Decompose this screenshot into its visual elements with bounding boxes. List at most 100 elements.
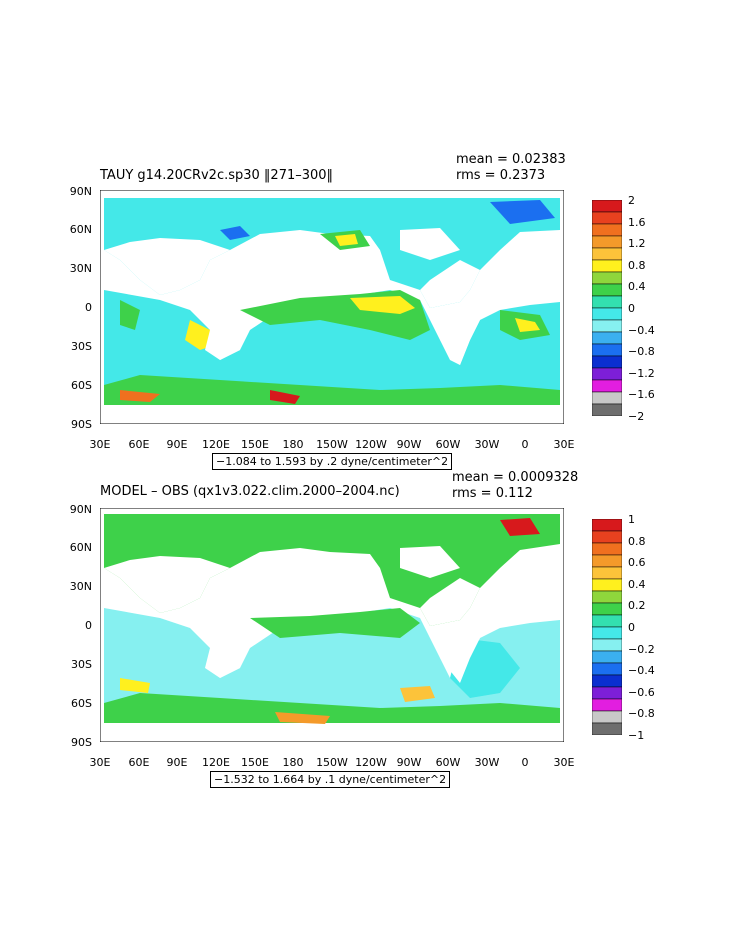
lat-label: 90S [71,736,92,749]
colorbar-label: −2 [628,410,645,423]
land-mask [104,228,480,365]
colorbar-swatch [592,283,622,297]
colorbar-swatch [592,235,622,249]
lon-label: 30E [553,438,575,451]
lat-label: 90S [71,418,92,431]
colorbar-label: −0.8 [628,345,655,359]
colorbar-swatch [592,259,622,273]
colorbar-label: 1 [628,513,635,526]
colorbar-label: 0.8 [628,534,646,548]
lat-label: 60N [69,541,92,554]
colorbar-swatch [592,662,622,676]
colorbar-swatch [592,343,622,357]
lon-label: 30E [89,756,111,769]
colorbar-label: 0.6 [628,556,646,570]
colorbar-label: −0.4 [628,323,655,337]
lon-label: 180 [282,438,304,451]
contour-range-label: −1.084 to 1.593 by .2 dyne/centimeter^2 [212,453,453,470]
colorbar-label: −0.8 [628,707,655,721]
colorbar-swatch [592,614,622,628]
colorbar-label: −1 [628,729,645,742]
contour-range-label: −1.532 to 1.664 by .1 dyne/centimeter^2 [210,771,451,788]
colorbar-label: 1.2 [628,237,646,251]
colorbar [592,519,622,735]
colorbar-swatch [592,542,622,556]
lat-label: 0 [85,301,92,314]
colorbar-label: 0.2 [628,599,646,613]
colorbar-swatch [592,686,622,700]
lat-label: 90N [69,503,92,516]
colorbar-label: 0.4 [628,280,646,294]
colorbar-label: −0.2 [628,642,655,656]
colorbar-swatch [592,223,622,237]
colorbar-swatch [592,590,622,604]
land-mask [104,546,480,683]
lon-label: 90W [396,756,422,769]
colorbar-swatch [592,355,622,369]
colorbar-label: 2 [628,194,635,207]
colorbar-swatch [592,626,622,640]
colorbar-swatch [592,710,622,724]
colorbar-label: 1.6 [628,215,646,229]
colorbar-swatch [592,247,622,261]
colorbar-swatch [592,307,622,321]
colorbar-swatch [592,638,622,652]
colorbar-swatch [592,554,622,568]
colorbar-swatch [592,578,622,592]
colorbar-swatch [592,403,622,416]
colorbar-swatch [592,295,622,309]
colorbar [592,200,622,416]
colorbar-swatch [592,319,622,333]
colorbar-swatch [592,271,622,285]
lon-label: 0 [521,438,529,451]
lon-label: 120E [202,438,230,451]
lon-label: 90E [166,438,188,451]
colorbar-swatch [592,530,622,544]
colorbar-swatch [592,602,622,616]
lat-label: 60S [71,697,92,710]
colorbar-label: 0.4 [628,577,646,591]
colorbar-swatch [592,674,622,688]
lon-label: 30E [89,438,111,451]
colorbar-label: 0 [628,302,635,315]
colorbar-swatch [592,331,622,345]
colorbar-swatch [592,519,622,532]
lat-label: 30S [71,658,92,671]
colorbar-swatch [592,379,622,393]
lon-label: 30W [474,756,500,769]
mean-label: mean = 0.0009328 [452,470,579,485]
lon-label: 150W [316,756,348,769]
colorbar-label: −1.6 [628,388,655,402]
mean-label: mean = 0.02383 [456,152,566,167]
colorbar-label: 0 [628,621,635,634]
lon-label: 120E [202,756,230,769]
lon-label: 0 [521,756,529,769]
lat-label: 30N [69,580,92,593]
lat-label: 30N [69,262,92,275]
colorbar-label: 0.8 [628,258,646,272]
rms-label: rms = 0.112 [452,486,533,501]
lon-label: 60W [435,756,461,769]
map-plot [100,190,564,424]
lon-label: 150E [241,756,269,769]
lat-label: 60N [69,223,92,236]
rms-label: rms = 0.2373 [456,168,546,183]
lon-label: 90E [166,756,188,769]
lat-label: 90N [69,185,92,198]
lon-label: 30W [474,438,500,451]
colorbar-swatch [592,367,622,381]
colorbar-swatch [592,722,622,735]
lon-label: 180 [282,756,304,769]
lon-label: 90W [396,438,422,451]
lon-label: 60E [128,438,150,451]
map-plot [100,508,564,742]
colorbar-label: −0.4 [628,664,655,678]
colorbar-swatch [592,698,622,712]
colorbar-swatch [592,391,622,405]
lat-label: 60S [71,379,92,392]
lon-label: 60W [435,438,461,451]
lon-label: 150E [241,438,269,451]
lon-label: 30E [553,756,575,769]
colorbar-label: −1.2 [628,366,655,380]
panel-title: TAUY g14.20CRv2c.sp30 ‖271–300‖ [100,168,334,183]
